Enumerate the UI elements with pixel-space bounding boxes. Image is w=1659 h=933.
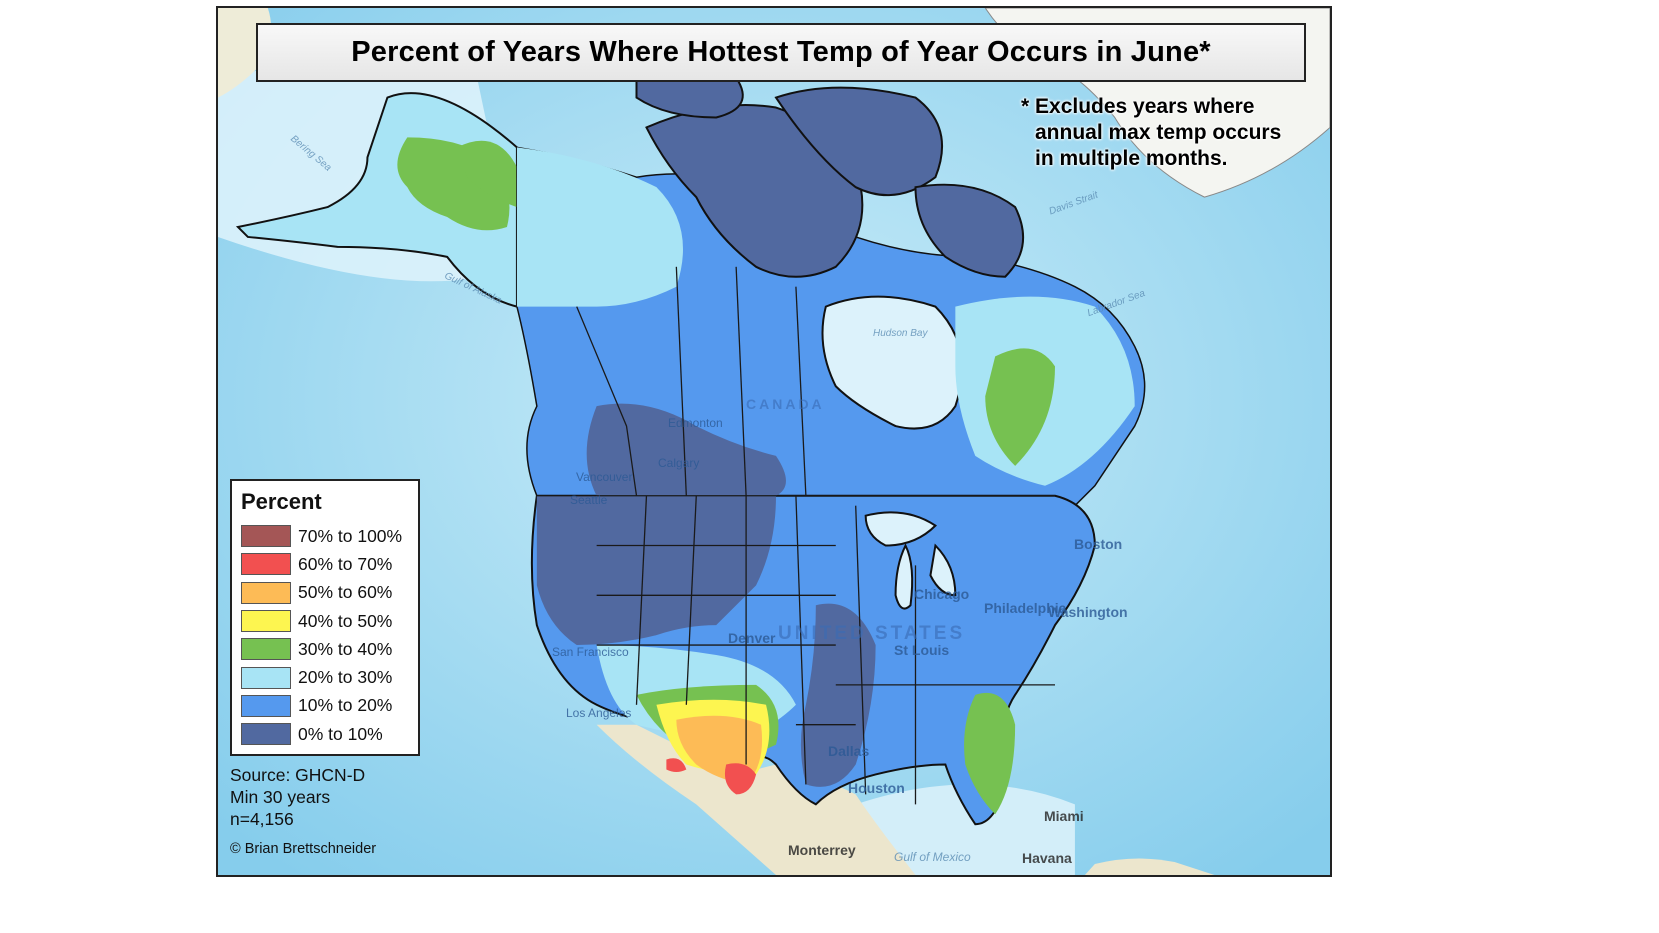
min-years-line: Min 30 years [230,787,331,807]
legend-label: 0% to 10% [298,723,383,744]
city-label-vancouver: Vancouver [576,470,633,484]
legend-label: 60% to 70% [298,553,393,574]
city-label-philadelphia: Philadelphia [984,600,1067,616]
legend-label: 20% to 30% [298,667,393,688]
legend-swatch [241,610,291,633]
city-label-los-angeles: Los Angeles [566,706,632,720]
city-label-denver: Denver [728,630,776,646]
legend-title: Percent [241,489,322,514]
credit: © Brian Brettschneider [230,841,377,857]
city-label-san-francisco: San Francisco [552,645,629,659]
legend-item: 20% to 30% [241,663,418,691]
legend-item: 0% to 10% [241,720,418,748]
city-label-houston: Houston [848,780,905,796]
page-title: Percent of Years Where Hottest Temp of Y… [351,36,1211,68]
title-box: Percent of Years Where Hottest Temp of Y… [256,23,1306,82]
map-frame: Bering Sea Gulf of Alaska Hudson Bay Dav… [216,6,1332,877]
city-label-washington: Washington [1048,604,1128,620]
legend-label: 40% to 50% [298,610,393,631]
legend-swatch [241,666,291,689]
footnote: * Excludes years where annual max temp o… [1021,94,1281,172]
footnote-line-2: annual max temp occurs [1035,121,1282,144]
legend-swatch [241,723,291,746]
legend-swatch [241,553,291,576]
gulf-of-mexico-label: Gulf of Mexico [894,850,971,864]
station-count-line: n=4,156 [230,809,294,829]
legend-swatch [241,638,291,661]
city-label-havana: Havana [1022,850,1072,866]
city-label-st-louis: St Louis [894,642,950,658]
canada-label: CANADA [746,396,825,412]
legend-item: 10% to 20% [241,692,418,720]
city-label-miami: Miami [1044,808,1084,824]
source-info: Source: GHCN-D Min 30 years n=4,156 [230,764,365,830]
legend-swatch [241,694,291,717]
city-label-boston: Boston [1074,536,1123,552]
legend-item: 30% to 40% [241,635,418,663]
legend-item: 40% to 50% [241,607,418,635]
legend-label: 10% to 20% [298,695,393,716]
legend-item: 60% to 70% [241,550,418,578]
legend-swatch [241,525,291,548]
legend-label: 30% to 40% [298,638,393,659]
city-label-edmonton: Edmonton [668,416,723,430]
legend-item: 50% to 60% [241,579,418,607]
united-states-label: UNITED STATES [778,623,966,644]
legend-swatch [241,581,291,604]
footnote-line-3: in multiple months. [1035,147,1228,170]
legend-item: 70% to 100% [241,522,418,550]
city-label-monterrey: Monterrey [788,842,856,858]
source-line: Source: GHCN-D [230,765,366,785]
legend-label: 50% to 60% [298,582,393,603]
legend: Percent 70% to 100% 60% to 70% 50% to 60… [230,479,420,756]
city-label-dallas: Dallas [828,743,870,759]
legend-label: 70% to 100% [298,525,403,546]
city-label-seattle: Seattle [570,493,608,507]
city-label-chicago: Chicago [914,586,970,602]
footnote-line-1: * Excludes years where [1021,95,1255,118]
city-label-calgary: Calgary [658,456,700,470]
hudson-bay-label: Hudson Bay [873,328,928,339]
